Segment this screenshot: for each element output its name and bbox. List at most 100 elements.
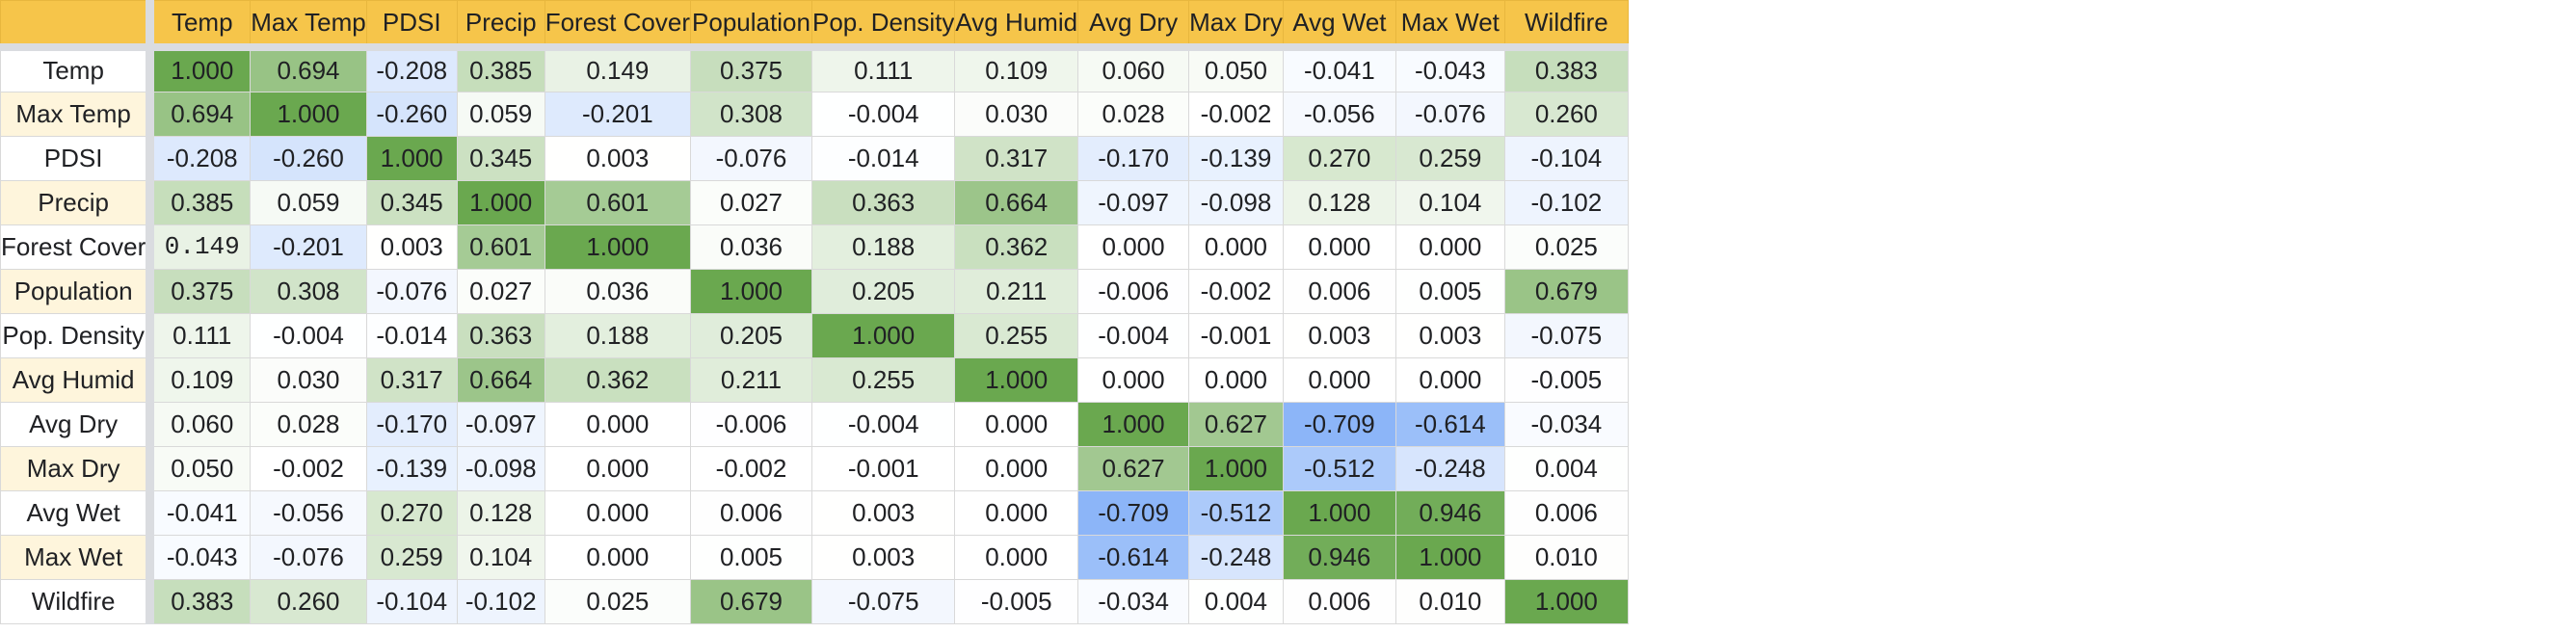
- column-header-max-temp[interactable]: Max Temp: [250, 0, 367, 51]
- cell[interactable]: -0.041: [149, 489, 252, 536]
- cell[interactable]: 0.059: [250, 179, 367, 225]
- cell[interactable]: -0.005: [954, 578, 1079, 624]
- cell[interactable]: -0.034: [1503, 401, 1629, 447]
- cell[interactable]: 1.000: [1077, 401, 1190, 447]
- cell[interactable]: 0.362: [954, 224, 1079, 270]
- cell[interactable]: 0.000: [544, 401, 691, 447]
- cell[interactable]: 0.308: [250, 268, 367, 314]
- cell[interactable]: 0.270: [1282, 135, 1396, 181]
- cell[interactable]: 0.375: [689, 46, 812, 92]
- cell[interactable]: -0.076: [365, 268, 458, 314]
- cell[interactable]: 0.025: [544, 578, 691, 624]
- cell[interactable]: 1.000: [1394, 534, 1505, 580]
- corner-cell[interactable]: [0, 0, 155, 51]
- cell[interactable]: 0.205: [810, 268, 956, 314]
- cell[interactable]: -0.004: [810, 401, 956, 447]
- cell[interactable]: -0.104: [365, 578, 458, 624]
- cell[interactable]: 1.000: [250, 91, 367, 137]
- column-header-pdsi[interactable]: PDSI: [365, 0, 458, 51]
- cell[interactable]: -0.041: [1282, 46, 1396, 92]
- cell[interactable]: 0.006: [1282, 268, 1396, 314]
- cell[interactable]: -0.248: [1188, 534, 1284, 580]
- cell[interactable]: -0.001: [1188, 312, 1284, 358]
- cell[interactable]: 0.000: [1077, 356, 1190, 403]
- cell[interactable]: 0.003: [810, 534, 956, 580]
- cell[interactable]: 0.006: [1503, 489, 1629, 536]
- cell[interactable]: -0.709: [1077, 489, 1190, 536]
- cell[interactable]: -0.004: [250, 312, 367, 358]
- row-header-max-wet[interactable]: Max Wet: [0, 534, 155, 580]
- cell[interactable]: 0.028: [1077, 91, 1190, 137]
- cell[interactable]: 0.050: [1188, 46, 1284, 92]
- column-header-avg-wet[interactable]: Avg Wet: [1282, 0, 1396, 51]
- cell[interactable]: -0.075: [1503, 312, 1629, 358]
- cell[interactable]: 0.000: [1188, 356, 1284, 403]
- cell[interactable]: -0.004: [810, 91, 956, 137]
- cell[interactable]: 0.000: [1282, 224, 1396, 270]
- cell[interactable]: -0.208: [365, 46, 458, 92]
- row-header-avg-dry[interactable]: Avg Dry: [0, 401, 155, 447]
- cell[interactable]: 0.003: [1282, 312, 1396, 358]
- cell[interactable]: -0.102: [456, 578, 545, 624]
- cell[interactable]: -0.002: [1188, 91, 1284, 137]
- cell[interactable]: -0.170: [365, 401, 458, 447]
- cell[interactable]: -0.201: [544, 91, 691, 137]
- cell[interactable]: -0.139: [365, 445, 458, 491]
- cell[interactable]: 0.345: [365, 179, 458, 225]
- cell[interactable]: 0.006: [1282, 578, 1396, 624]
- cell[interactable]: 1.000: [1188, 445, 1284, 491]
- cell[interactable]: 0.050: [149, 445, 252, 491]
- cell[interactable]: -0.006: [1077, 268, 1190, 314]
- cell[interactable]: 0.010: [1394, 578, 1505, 624]
- cell[interactable]: -0.056: [250, 489, 367, 536]
- cell[interactable]: -0.001: [810, 445, 956, 491]
- cell[interactable]: 0.004: [1503, 445, 1629, 491]
- cell[interactable]: -0.043: [1394, 46, 1505, 92]
- cell[interactable]: -0.002: [250, 445, 367, 491]
- row-header-population[interactable]: Population: [0, 268, 155, 314]
- cell[interactable]: 0.601: [544, 179, 691, 225]
- cell[interactable]: -0.014: [365, 312, 458, 358]
- cell[interactable]: -0.002: [1188, 268, 1284, 314]
- cell[interactable]: -0.208: [149, 135, 252, 181]
- cell[interactable]: 0.025: [1503, 224, 1629, 270]
- row-header-precip[interactable]: Precip: [0, 179, 155, 225]
- cell[interactable]: -0.075: [810, 578, 956, 624]
- cell[interactable]: 0.211: [954, 268, 1079, 314]
- cell[interactable]: 0.259: [1394, 135, 1505, 181]
- cell[interactable]: -0.014: [810, 135, 956, 181]
- cell[interactable]: -0.005: [1503, 356, 1629, 403]
- cell[interactable]: -0.098: [456, 445, 545, 491]
- cell[interactable]: 0.005: [689, 534, 812, 580]
- cell[interactable]: 0.664: [954, 179, 1079, 225]
- cell[interactable]: -0.076: [1394, 91, 1505, 137]
- cell[interactable]: 1.000: [544, 224, 691, 270]
- cell[interactable]: 0.317: [365, 356, 458, 403]
- cell[interactable]: 0.946: [1394, 489, 1505, 536]
- cell[interactable]: 0.027: [689, 179, 812, 225]
- row-header-pop-density[interactable]: Pop. Density: [0, 312, 155, 358]
- cell[interactable]: 0.111: [149, 312, 252, 358]
- cell[interactable]: 0.363: [456, 312, 545, 358]
- cell[interactable]: 0.260: [250, 578, 367, 624]
- cell[interactable]: 0.104: [1394, 179, 1505, 225]
- cell[interactable]: 0.205: [689, 312, 812, 358]
- cell[interactable]: -0.104: [1503, 135, 1629, 181]
- cell[interactable]: 0.363: [810, 179, 956, 225]
- cell[interactable]: 0.255: [810, 356, 956, 403]
- cell[interactable]: -0.512: [1282, 445, 1396, 491]
- cell[interactable]: -0.056: [1282, 91, 1396, 137]
- cell[interactable]: 1.000: [1503, 578, 1629, 624]
- cell[interactable]: 0.260: [1503, 91, 1629, 137]
- cell[interactable]: 0.259: [365, 534, 458, 580]
- cell[interactable]: 0.027: [456, 268, 545, 314]
- cell[interactable]: 0.000: [544, 534, 691, 580]
- column-header-population[interactable]: Population: [689, 0, 812, 51]
- cell[interactable]: -0.098: [1188, 179, 1284, 225]
- cell[interactable]: 1.000: [689, 268, 812, 314]
- cell[interactable]: -0.248: [1394, 445, 1505, 491]
- row-header-temp[interactable]: Temp: [0, 46, 155, 92]
- row-header-max-temp[interactable]: Max Temp: [0, 91, 155, 137]
- cell[interactable]: 0.211: [689, 356, 812, 403]
